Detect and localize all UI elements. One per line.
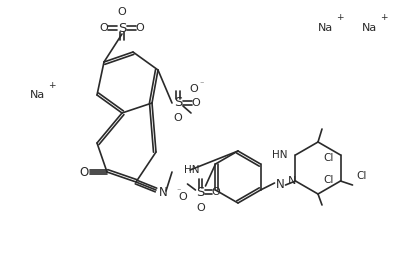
Text: O: O <box>190 84 198 94</box>
Text: O: O <box>100 23 108 33</box>
Text: Na: Na <box>362 23 377 33</box>
Text: Cl: Cl <box>356 171 367 181</box>
Text: O: O <box>117 7 127 17</box>
Text: Na: Na <box>30 90 45 100</box>
Text: S: S <box>118 21 126 34</box>
Text: O: O <box>173 113 182 123</box>
Text: Na: Na <box>318 23 333 33</box>
Text: O: O <box>136 23 144 33</box>
Text: S: S <box>174 96 182 109</box>
Text: Cl: Cl <box>323 153 333 163</box>
Text: HN: HN <box>272 150 288 160</box>
Text: +: + <box>336 14 344 23</box>
Text: O: O <box>192 98 200 108</box>
Text: N: N <box>276 179 285 192</box>
Text: O: O <box>178 192 187 202</box>
Text: +: + <box>380 14 388 23</box>
Text: HN: HN <box>184 165 200 175</box>
Text: O: O <box>196 203 205 213</box>
Text: N: N <box>159 187 167 200</box>
Text: ⁻: ⁻ <box>200 80 204 89</box>
Text: O: O <box>211 187 220 197</box>
Text: ⁻: ⁻ <box>176 187 181 196</box>
Text: S: S <box>196 186 205 198</box>
Text: N: N <box>288 176 297 186</box>
Text: O: O <box>79 166 89 179</box>
Text: +: + <box>48 81 56 90</box>
Text: Cl: Cl <box>323 175 333 185</box>
